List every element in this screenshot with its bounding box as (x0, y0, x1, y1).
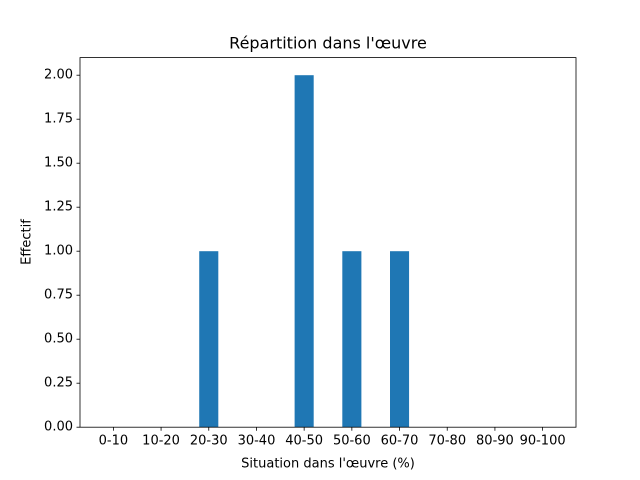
y-tick-label: 0.25 (44, 376, 73, 391)
y-tick-label: 1.50 (44, 156, 73, 171)
x-tick-label: 30-40 (238, 434, 276, 449)
y-tick-label: 0.50 (44, 332, 73, 347)
y-tick-label: 0.00 (44, 420, 73, 435)
x-tick-label: 80-90 (476, 434, 514, 449)
x-tick-label: 50-60 (333, 434, 371, 449)
chart-title: Répartition dans l'œuvre (229, 34, 427, 53)
x-axis-label: Situation dans l'œuvre (%) (241, 457, 415, 472)
x-tick-label: 10-20 (142, 434, 180, 449)
bar (390, 251, 410, 428)
x-tick-label: 70-80 (428, 434, 466, 449)
y-axis-label: Effectif (20, 219, 35, 265)
x-tick-label: 40-50 (285, 434, 323, 449)
x-tick-label: 90-100 (520, 434, 566, 449)
x-tick-label: 0-10 (99, 434, 129, 449)
bar (199, 251, 219, 428)
y-tick-label: 1.00 (44, 244, 73, 259)
y-tick-label: 0.75 (44, 288, 73, 303)
bar (294, 75, 314, 428)
plot-frame (79, 57, 577, 428)
bar (342, 251, 362, 428)
y-tick-label: 1.25 (44, 200, 73, 215)
y-tick-label: 1.75 (44, 112, 73, 127)
y-tick-label: 2.00 (44, 68, 73, 83)
x-tick-label: 20-30 (190, 434, 228, 449)
x-tick-label: 60-70 (381, 434, 419, 449)
